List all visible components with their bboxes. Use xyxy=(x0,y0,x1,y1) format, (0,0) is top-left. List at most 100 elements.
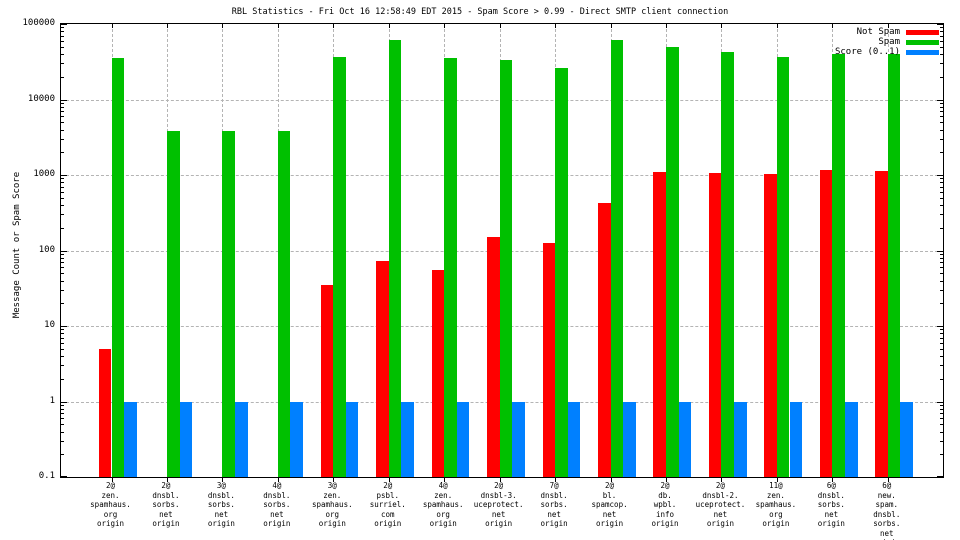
y-minor-tick xyxy=(61,54,64,56)
x-category-label: 11@ zen. spamhaus. org origin xyxy=(731,481,821,529)
x-category-label-line: 3@ xyxy=(327,481,337,490)
y-major-tick xyxy=(61,175,67,176)
bar-not-spam xyxy=(764,174,777,477)
y-minor-tick xyxy=(940,63,943,65)
x-tick-bottom xyxy=(499,478,501,482)
bar-not-spam xyxy=(597,203,611,477)
y-minor-tick xyxy=(61,35,64,37)
legend-row: Score (0..1) xyxy=(835,47,939,57)
x-tick-top xyxy=(499,24,501,28)
y-minor-tick xyxy=(940,408,943,410)
bar-score-0-1- xyxy=(789,401,803,477)
x-category-label-line: 6@ xyxy=(826,481,836,490)
y-minor-tick xyxy=(61,63,64,65)
bar-score-0-1- xyxy=(124,401,137,477)
y-minor-tick xyxy=(940,342,943,344)
x-category-label-line: dnsbl. xyxy=(873,509,901,519)
y-minor-tick xyxy=(61,333,64,335)
y-minor-tick xyxy=(61,197,64,199)
y-minor-tick xyxy=(940,431,943,433)
bar-score-0-1- xyxy=(179,401,193,477)
y-minor-tick xyxy=(61,365,64,367)
chart-title: RBL Statistics - Fri Oct 16 12:58:49 EDT… xyxy=(231,7,729,17)
x-category-label-line: spamhaus. xyxy=(311,500,353,509)
x-category-label-line: origin xyxy=(596,519,624,528)
y-minor-tick xyxy=(940,138,943,140)
x-tick-bottom xyxy=(832,478,834,482)
y-minor-tick xyxy=(61,303,64,305)
x-category-label-line: 3@ xyxy=(216,481,226,490)
x-category-label-line: org xyxy=(436,509,450,519)
y-minor-tick xyxy=(940,186,943,188)
y-minor-tick xyxy=(940,424,943,426)
bar-score-0-1- xyxy=(401,401,414,477)
y-minor-tick xyxy=(940,111,943,113)
y-major-tick xyxy=(937,175,943,176)
y-minor-tick xyxy=(940,122,943,124)
legend-swatch-not-spam xyxy=(906,29,939,35)
y-minor-tick xyxy=(940,54,943,56)
y-tick-label: 100 xyxy=(38,244,55,255)
y-minor-tick xyxy=(61,214,64,216)
x-category-label-line: spamcop. xyxy=(591,500,628,509)
y-minor-tick xyxy=(61,289,64,291)
x-category-label: 2@ dnsbl. sorbs. net origin xyxy=(121,481,211,529)
x-tick-bottom xyxy=(555,478,557,482)
bar-spam xyxy=(555,68,568,477)
y-minor-tick xyxy=(940,348,943,350)
y-minor-tick xyxy=(61,182,64,184)
y-minor-tick xyxy=(940,454,943,456)
x-category-label: 2@ psbl. surriel. com origin xyxy=(343,481,433,529)
bar-score-0-1- xyxy=(900,401,913,477)
x-category-label: 3@ zen. spamhaus. org origin xyxy=(287,481,377,529)
x-category-label-line: 6@ xyxy=(882,481,892,490)
y-minor-tick xyxy=(61,106,64,108)
x-category-label-line: spamhaus. xyxy=(755,500,797,509)
x-category-label-line: origin xyxy=(706,519,734,528)
y-tick-label: 0.1 xyxy=(38,471,55,481)
y-minor-tick xyxy=(940,440,943,442)
y-minor-tick xyxy=(61,337,64,339)
bar-not-spam xyxy=(98,348,112,477)
y-minor-tick xyxy=(61,418,64,420)
x-tick-top xyxy=(111,24,113,28)
y-minor-tick xyxy=(940,152,943,154)
x-category-label-line: net xyxy=(214,509,229,519)
y-minor-tick xyxy=(61,31,64,33)
y-minor-tick xyxy=(940,46,943,48)
x-tick-top xyxy=(776,24,778,28)
y-minor-tick xyxy=(940,356,943,358)
x-category-label-line: origin xyxy=(817,519,845,528)
x-tick-bottom xyxy=(166,478,168,482)
x-tick-bottom xyxy=(111,478,113,482)
y-minor-tick xyxy=(940,303,943,305)
y-minor-tick xyxy=(61,46,64,48)
x-category-label-line: origin xyxy=(263,519,291,528)
x-category-label-line: org xyxy=(325,509,340,519)
x-category-label-line: info xyxy=(655,509,675,519)
x-category-label: 4@ zen. spamhaus. org origin xyxy=(398,481,488,529)
x-category-label-line: spamhaus. xyxy=(90,500,131,509)
y-minor-tick xyxy=(61,40,64,42)
x-category-label-line: dnsbl. xyxy=(817,490,845,500)
x-category-label-line: surriel. xyxy=(369,500,406,509)
y-minor-tick xyxy=(61,348,64,350)
x-category-label-line: net xyxy=(270,509,284,519)
legend-series-label: Score (0..1) xyxy=(834,47,900,57)
bar-spam xyxy=(610,39,624,477)
y-tick-label: 10 xyxy=(44,320,55,330)
bar-not-spam xyxy=(819,170,833,477)
x-tick-top xyxy=(721,24,723,28)
x-category-label-line: 2@ xyxy=(715,481,725,490)
y-major-tick xyxy=(61,24,67,25)
x-tick-top xyxy=(388,24,390,28)
x-category-label-line: 4@ xyxy=(272,481,282,490)
x-category-label-line: 2@ xyxy=(494,481,504,490)
bar-not-spam xyxy=(653,172,666,477)
x-tick-top xyxy=(610,24,612,28)
legend-series-label: Not Spam xyxy=(856,27,900,37)
x-category-label-line: sorbs. xyxy=(540,500,568,509)
y-minor-tick xyxy=(940,106,943,108)
x-category-label-line: dnsbl. xyxy=(263,490,291,500)
x-category-label-line: 4@ xyxy=(438,481,448,490)
